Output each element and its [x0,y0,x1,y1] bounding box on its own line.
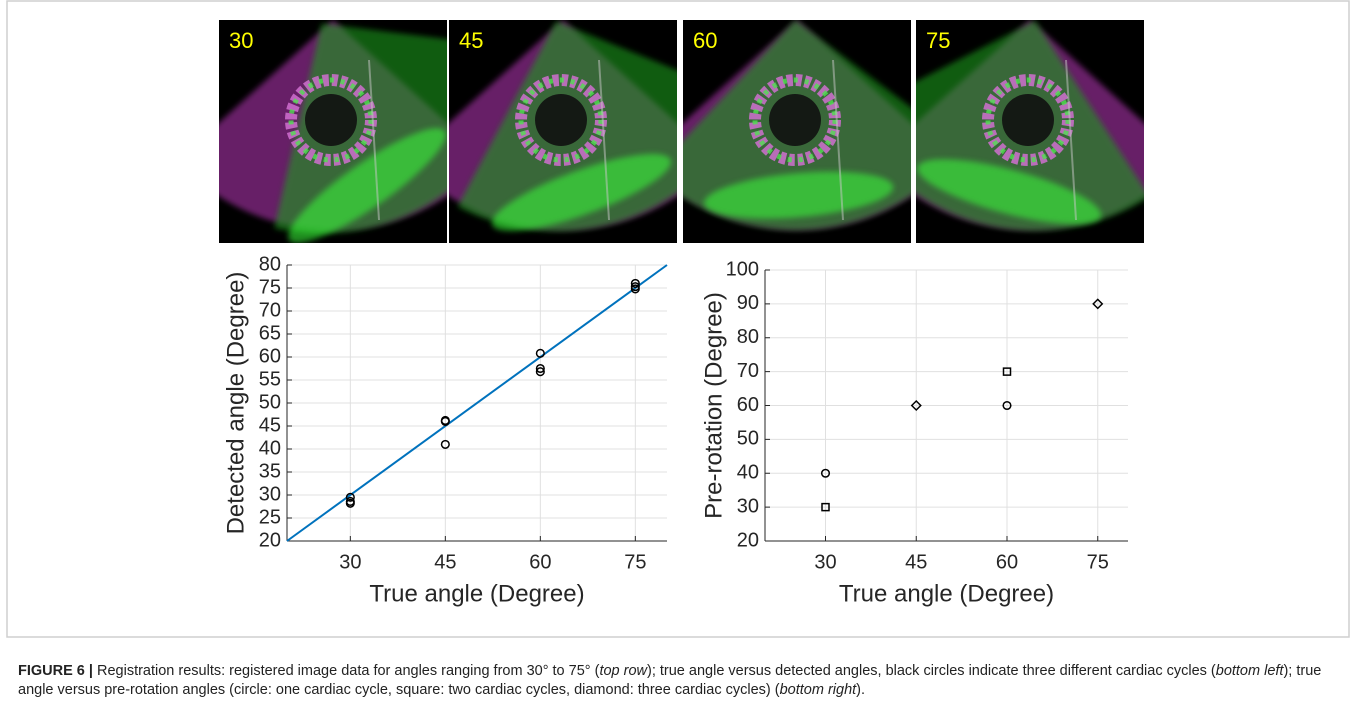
y-tick-label: 80 [259,253,281,275]
y-tick-label: 50 [737,428,759,450]
streak [598,59,610,221]
streak [1065,59,1077,221]
point [630,278,640,288]
y-tick-label: 70 [259,299,281,321]
point [440,439,450,449]
y-tick-label: 70 [737,360,759,382]
ring [752,77,838,163]
x-tick-label: 30 [814,551,836,573]
caption-text: Registration results: registered image d… [92,663,600,679]
y-tick-label: 30 [259,483,281,505]
point [1002,367,1012,376]
x-tick-label: 60 [529,551,551,573]
y-axis-label: Pre-rotation (Degree) [700,292,727,519]
point [1002,400,1012,411]
point [440,415,450,426]
x-axis-label: True angle (Degree) [369,580,584,607]
point [820,468,831,478]
ring [288,77,374,163]
caption-text: ); true angle versus pre-rotation angles… [18,663,1322,698]
caption-text: bottom left [1215,663,1284,679]
y-tick-label: 35 [259,460,281,482]
point [910,399,922,412]
band [288,128,446,243]
image [916,20,1144,243]
panel-label: 45 [459,28,483,53]
point [630,284,640,294]
y-tick-label: 75 [259,276,281,298]
caption: FIGURE 6 | Registration results: registe… [18,662,1338,700]
band [491,153,672,231]
y-tick-label: 20 [737,529,759,551]
caption-text: top row [599,663,647,679]
image-panel: 75 [916,20,1144,243]
reference-line [286,264,668,542]
image [449,20,677,243]
point [345,498,355,508]
x-axis-label: True angle (Degree) [839,580,1054,607]
panel-label: 30 [229,28,253,53]
y-tick-label: 100 [726,258,759,280]
point [1092,298,1104,310]
point [345,492,355,502]
image-panel: 30 [219,20,447,243]
ring [518,77,604,163]
point [535,348,545,358]
caption-text: bottom right [779,682,857,698]
point [535,363,545,374]
x-tick-label: 45 [905,551,927,573]
ring-hole [769,94,821,146]
x-tick-label: 45 [434,551,456,573]
ring-hole [305,94,357,146]
caption-text: ); true angle versus detected angles, bl… [647,663,1216,679]
band [704,171,894,219]
band [917,159,1102,225]
point [535,367,545,377]
y-tick-label: 90 [737,292,759,314]
y-tick-label: 20 [259,529,281,551]
x-tick-label: 75 [624,551,646,573]
x-tick-label: 75 [1087,551,1109,573]
caption-label: FIGURE 6 | [18,663,93,679]
y-tick-label: 40 [737,462,759,484]
y-axis-label: Detected angle (Degree) [222,272,249,535]
figure-frame [6,0,1350,638]
y-tick-label: 60 [259,345,281,367]
ring-hole [1002,94,1054,146]
caption-text: ). [856,682,866,698]
panel-label: 75 [926,28,950,53]
y-tick-label: 45 [259,414,281,436]
ring-hole [535,94,587,146]
image-panel: 60 [683,20,911,243]
y-tick-label: 80 [737,326,759,348]
y-tick-label: 55 [259,368,281,390]
streak [832,59,844,221]
point [821,502,830,512]
y-tick-label: 50 [259,391,281,413]
y-tick-label: 25 [259,506,281,528]
x-tick-label: 60 [996,551,1018,573]
y-tick-label: 65 [259,322,281,344]
streak [368,59,380,221]
x-tick-label: 30 [339,551,361,573]
image [683,20,911,243]
panel-label: 60 [693,28,717,53]
y-tick-label: 60 [737,394,759,416]
image-panel: 45 [449,20,677,243]
image [219,20,447,243]
y-tick-label: 30 [737,495,759,517]
ring [985,77,1071,163]
y-tick-label: 40 [259,437,281,459]
